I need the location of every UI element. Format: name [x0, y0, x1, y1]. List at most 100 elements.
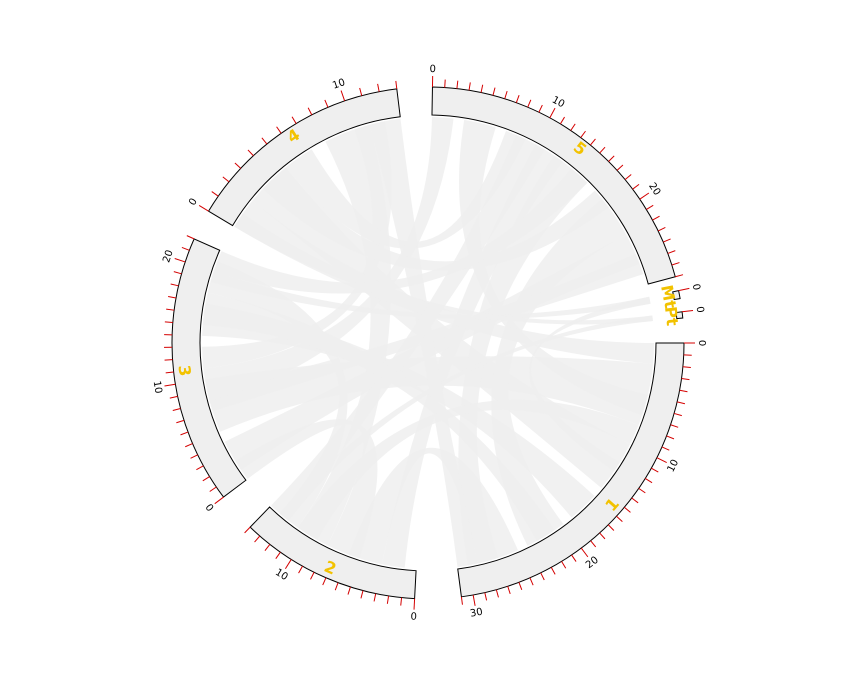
tick-mark [580, 547, 589, 558]
tick-mark [616, 515, 623, 522]
tick-label: 10 [666, 458, 682, 474]
tick-mark [186, 235, 195, 240]
segment-label-3: 3 [175, 364, 195, 377]
tick-mark [679, 389, 688, 393]
tick-mark [670, 424, 679, 428]
tick-mark [291, 116, 297, 124]
tick-mark [661, 446, 670, 451]
tick-mark [515, 95, 520, 103]
tick-mark [400, 597, 403, 606]
tick-label: 0 [410, 611, 417, 622]
tick-mark [172, 407, 181, 412]
tick-label: 10 [151, 380, 164, 394]
tick-mark [681, 378, 690, 381]
tick-mark [170, 283, 179, 287]
tick-mark [196, 465, 204, 471]
tick-mark [222, 176, 230, 183]
tick-mark [185, 443, 193, 448]
tick-mark [644, 477, 653, 484]
tick-mark [164, 321, 173, 324]
tick-mark [298, 565, 303, 574]
chord-link [234, 200, 654, 364]
tick-mark [678, 287, 690, 292]
tick-mark [651, 467, 659, 473]
tick-mark [247, 149, 254, 157]
tick-mark [667, 250, 676, 254]
tick-mark [173, 271, 182, 275]
tick-mark [571, 554, 577, 562]
tick-mark [599, 146, 606, 154]
tick-mark [176, 419, 185, 424]
tick-mark [682, 366, 691, 368]
tick-mark [444, 79, 446, 88]
chord-link [458, 119, 648, 416]
tick-mark [529, 577, 534, 586]
chord-link [213, 168, 588, 294]
chord-link [271, 134, 545, 521]
tick-mark [677, 401, 686, 405]
tick-mark [347, 586, 351, 595]
tick-mark [468, 82, 471, 91]
tick-mark [540, 572, 545, 581]
tick-mark [472, 594, 476, 606]
tick-mark [261, 137, 268, 145]
segment-label-mt: Mt [657, 283, 680, 310]
tick-label: 10 [331, 77, 347, 92]
tick-mark [507, 586, 511, 595]
tick-label: 0 [694, 306, 706, 314]
tick-mark [608, 155, 615, 162]
tick-mark [456, 80, 459, 89]
tick-mark [211, 191, 219, 197]
tick-mark [673, 412, 682, 417]
tick-mark [190, 454, 198, 459]
tick-mark [480, 84, 484, 93]
chord-link [285, 130, 526, 249]
chord-link [297, 399, 639, 540]
tick-mark [492, 87, 496, 96]
tick-mark [214, 496, 224, 505]
chord-link [458, 155, 588, 566]
tick-mark [460, 596, 463, 605]
segment-2 [249, 506, 417, 600]
tick-mark [527, 99, 532, 108]
tick-mark [165, 371, 174, 374]
tick-mark [234, 162, 242, 169]
chord-segments [171, 86, 685, 600]
tick-mark [484, 592, 488, 601]
tick-mark [639, 192, 650, 200]
chord-link [202, 292, 555, 542]
tick-mark [652, 215, 660, 221]
tick-mark [180, 431, 189, 436]
tick-label: 0 [696, 340, 707, 346]
tick-mark [495, 589, 499, 598]
segment-mt [672, 290, 681, 301]
tick-label: 0 [429, 64, 436, 75]
tick-mark [561, 561, 567, 569]
tick-mark [275, 551, 281, 559]
tick-mark [340, 90, 346, 102]
tick-mark [244, 526, 251, 534]
tick-mark [616, 164, 624, 171]
tick-mark [413, 598, 416, 610]
tick-mark [264, 544, 271, 551]
segment-4 [207, 88, 401, 227]
tick-label: 10 [550, 95, 566, 111]
segment-3 [171, 238, 247, 498]
tick-mark [386, 595, 390, 604]
tick-mark [559, 116, 565, 125]
tick-label: 0 [187, 197, 200, 208]
tick-mark [682, 309, 694, 313]
tick-mark [580, 130, 586, 138]
tick-mark [164, 359, 173, 361]
chord-link [262, 167, 609, 271]
tick-label: 10 [273, 567, 290, 583]
tick-label: 0 [690, 283, 702, 291]
tick-label: 20 [161, 249, 175, 265]
tick-mark [164, 383, 176, 387]
segment-1 [457, 342, 685, 598]
tick-mark [570, 123, 576, 131]
tick-mark [657, 226, 666, 232]
tick-mark [671, 262, 680, 266]
tick-mark [276, 126, 282, 134]
